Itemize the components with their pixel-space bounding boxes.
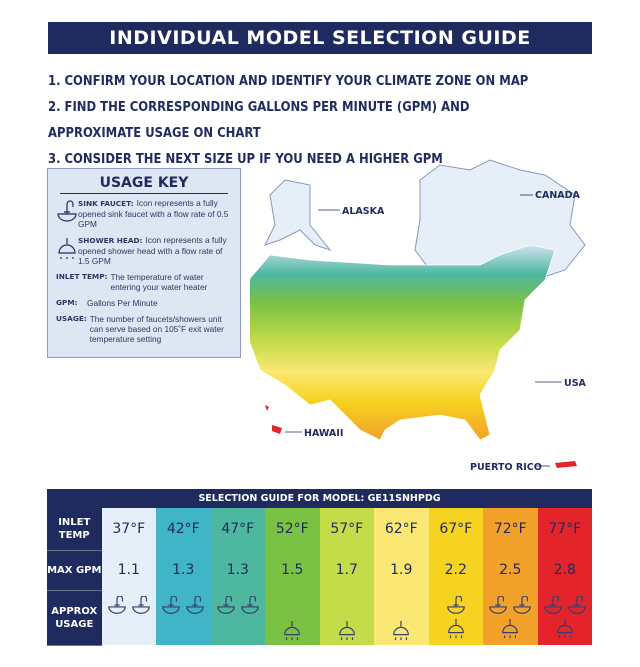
sink-faucet-icon (216, 596, 235, 614)
row-label-inlet-temp: INLET TEMP (47, 508, 102, 551)
label-canada: CANADA (535, 190, 581, 201)
sink-faucet-icon (513, 596, 532, 614)
step-2: 2. FIND THE CORRESPONDING GALLONS PER MI… (48, 99, 470, 141)
shower-head-icon (502, 619, 519, 639)
key-desc: Icon represents a fully opened sink fauc… (78, 198, 229, 229)
usage-cell (210, 590, 265, 645)
shower-head-icon (447, 619, 464, 639)
key-usage: USAGE: The number of faucets/showers unit… (56, 314, 232, 344)
key-desc: The temperature of water entering your w… (110, 272, 208, 292)
step-3: 3. CONSIDER THE NEXT SIZE UP IF YOU NEED… (48, 151, 443, 167)
inlet-temp-cell: 37°F (101, 508, 156, 550)
usage-cell (156, 590, 211, 645)
sink-faucet-icon (186, 596, 205, 614)
max-gpm-cell: 1.3 (156, 550, 211, 590)
key-desc: Gallons Per Minute (87, 298, 158, 308)
label-puerto-rico: PUERTO RICO (470, 462, 542, 473)
step-1: 1. CONFIRM YOUR LOCATION AND IDENTIFY YO… (48, 73, 529, 89)
row-label-max-gpm: MAX GPM (47, 550, 102, 591)
usage-key: USAGE KEY SINK FAUCET: Icon represents a … (47, 168, 241, 358)
key-term: SHOWER HEAD: (78, 236, 143, 245)
shower-head-icon (338, 621, 355, 641)
usa-shape (250, 244, 556, 441)
inlet-temp-cell: 42°F (156, 508, 211, 550)
key-desc: The number of faucets/showers unit can s… (89, 314, 224, 344)
row-label-approx-usage: APPROX USAGE (47, 590, 102, 646)
selection-guide-table: SELECTION GUIDE FOR MODEL: GE11SNHPDG IN… (47, 489, 592, 646)
shower-head-icon (393, 621, 410, 641)
sink-faucet-icon (567, 596, 586, 614)
usage-cell (319, 590, 374, 645)
key-term: GPM: (56, 298, 78, 307)
label-usa: USA (564, 378, 587, 389)
key-gpm: GPM: Gallons Per Minute (56, 298, 232, 308)
usage-cell (101, 590, 156, 645)
max-gpm-cell: 1.7 (319, 550, 374, 590)
max-gpm-cell: 2.8 (537, 550, 592, 590)
inlet-temp-cell: 77°F (537, 508, 592, 550)
key-term: USAGE: (56, 314, 87, 323)
sink-faucet-icon (57, 200, 77, 222)
sink-faucet-icon (162, 596, 181, 614)
shower-head-icon (58, 238, 76, 259)
page-title: INDIVIDUAL MODEL SELECTION GUIDE (48, 22, 592, 54)
usage-cell (483, 590, 538, 645)
key-shower-head: SHOWER HEAD: Icon represents a fully open… (56, 235, 232, 266)
label-alaska: ALASKA (342, 206, 385, 217)
max-gpm-cell: 2.2 (428, 550, 483, 590)
max-gpm-cell: 2.5 (483, 550, 538, 590)
alaska-shape (264, 179, 332, 252)
table-header: SELECTION GUIDE FOR MODEL: GE11SNHPDG (47, 489, 592, 508)
sink-faucet-icon (131, 596, 150, 614)
label-hawaii: HAWAII (304, 428, 343, 439)
usage-cell (537, 590, 592, 645)
usage-key-title: USAGE KEY (60, 175, 228, 194)
shower-head-icon (284, 621, 301, 641)
max-gpm-cell: 1.9 (374, 550, 429, 590)
max-gpm-cell: 1.3 (210, 550, 265, 590)
sink-faucet-icon (240, 596, 259, 614)
sink-faucet-icon (489, 596, 508, 614)
sink-faucet-icon (446, 596, 465, 614)
inlet-temp-cell: 52°F (265, 508, 320, 550)
max-gpm-cell: 1.1 (101, 550, 156, 590)
key-term: INLET TEMP: (56, 272, 108, 281)
sink-faucet-icon (107, 596, 126, 614)
key-inlet-temp: INLET TEMP: The temperature of water ente… (56, 272, 232, 292)
sink-faucet-icon (543, 596, 562, 614)
climate-zone-map: ALASKA CANADA USA HAWAII PUERTO RICO (250, 159, 587, 473)
key-desc: Icon represents a fully opened shower he… (78, 235, 227, 266)
key-sink-faucet: SINK FAUCET: Icon represents a fully open… (56, 198, 232, 229)
usage-cell (374, 590, 429, 645)
inlet-temp-cell: 62°F (374, 508, 429, 550)
instruction-steps: 1. CONFIRM YOUR LOCATION AND IDENTIFY YO… (48, 68, 557, 172)
inlet-temp-cell: 47°F (210, 508, 265, 550)
inlet-temp-cell: 67°F (428, 508, 483, 550)
puerto-rico-shape (555, 461, 577, 468)
usage-cell (428, 590, 483, 645)
inlet-temp-cell: 57°F (319, 508, 374, 550)
usage-cell (265, 590, 320, 645)
inlet-temp-cell: 72°F (483, 508, 538, 550)
max-gpm-cell: 1.5 (265, 550, 320, 590)
key-term: SINK FAUCET: (78, 199, 134, 208)
shower-head-icon (556, 619, 573, 639)
hawaii-shape (265, 405, 282, 434)
